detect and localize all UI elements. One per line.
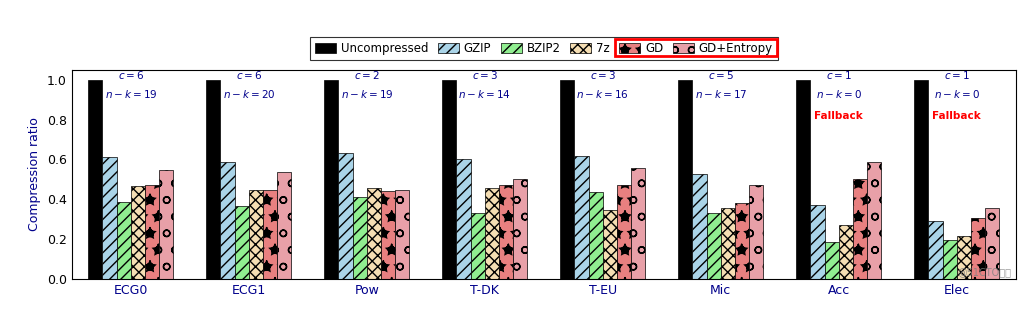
Bar: [678, 80, 693, 279]
Bar: [366, 188, 381, 279]
Bar: [929, 221, 943, 279]
Bar: [575, 156, 589, 279]
Bar: [735, 203, 749, 279]
Text: $c = 2$: $c = 2$: [354, 69, 380, 81]
Bar: [277, 172, 291, 279]
Bar: [235, 206, 248, 279]
Text: $n - k = 16$: $n - k = 16$: [577, 88, 629, 100]
Text: $n - k = 17$: $n - k = 17$: [695, 88, 747, 100]
Bar: [971, 218, 985, 279]
Text: $c = 6$: $c = 6$: [236, 69, 262, 81]
Text: $c = 3$: $c = 3$: [590, 69, 616, 81]
Bar: [248, 190, 263, 279]
Bar: [985, 208, 999, 279]
Bar: [749, 185, 763, 279]
Text: $c = 5$: $c = 5$: [708, 69, 734, 81]
Bar: [324, 80, 339, 279]
Bar: [457, 159, 471, 279]
Bar: [796, 80, 811, 279]
Text: $n - k = 0$: $n - k = 0$: [934, 88, 980, 100]
Bar: [943, 240, 956, 279]
Bar: [853, 179, 867, 279]
Text: $c = 1$: $c = 1$: [944, 69, 970, 81]
Text: $n - k = 19$: $n - k = 19$: [341, 88, 393, 100]
Bar: [339, 153, 353, 279]
Bar: [914, 80, 929, 279]
Bar: [159, 170, 173, 279]
Bar: [513, 179, 527, 279]
Bar: [956, 236, 971, 279]
Bar: [206, 80, 221, 279]
Bar: [560, 80, 575, 279]
Bar: [395, 190, 409, 279]
Text: $c = 1$: $c = 1$: [826, 69, 852, 81]
Text: $n - k = 0$: $n - k = 0$: [816, 88, 862, 100]
Bar: [131, 186, 145, 279]
Bar: [811, 205, 825, 279]
Bar: [617, 185, 631, 279]
Bar: [117, 202, 131, 279]
Bar: [353, 197, 366, 279]
Text: $n - k = 19$: $n - k = 19$: [105, 88, 157, 100]
Text: $n - k = 20$: $n - k = 20$: [223, 88, 275, 100]
Bar: [145, 185, 159, 279]
Bar: [825, 242, 839, 279]
Bar: [707, 213, 721, 279]
Bar: [471, 213, 484, 279]
Text: $n - k = 14$: $n - k = 14$: [459, 88, 511, 100]
Bar: [631, 168, 645, 279]
Bar: [693, 174, 707, 279]
Bar: [263, 190, 277, 279]
Bar: [88, 80, 103, 279]
Bar: [103, 158, 117, 279]
Bar: [442, 80, 457, 279]
Bar: [838, 225, 853, 279]
Text: Fallback: Fallback: [933, 111, 981, 121]
Bar: [720, 208, 735, 279]
Bar: [602, 210, 617, 279]
Y-axis label: Compression ratio: Compression ratio: [29, 117, 41, 231]
Text: Fallback: Fallback: [815, 111, 863, 121]
Legend: Uncompressed, GZIP, BZIP2, 7z, GD, GD+Entropy: Uncompressed, GZIP, BZIP2, 7z, GD, GD+En…: [310, 37, 778, 60]
Bar: [484, 188, 499, 279]
Bar: [589, 192, 602, 279]
Bar: [499, 185, 513, 279]
Bar: [381, 191, 395, 279]
Text: $c = 3$: $c = 3$: [472, 69, 498, 81]
Text: $c = 6$: $c = 6$: [118, 69, 144, 81]
Bar: [221, 162, 235, 279]
Bar: [867, 162, 881, 279]
Text: @51CTO博客: @51CTO博客: [957, 267, 1011, 277]
